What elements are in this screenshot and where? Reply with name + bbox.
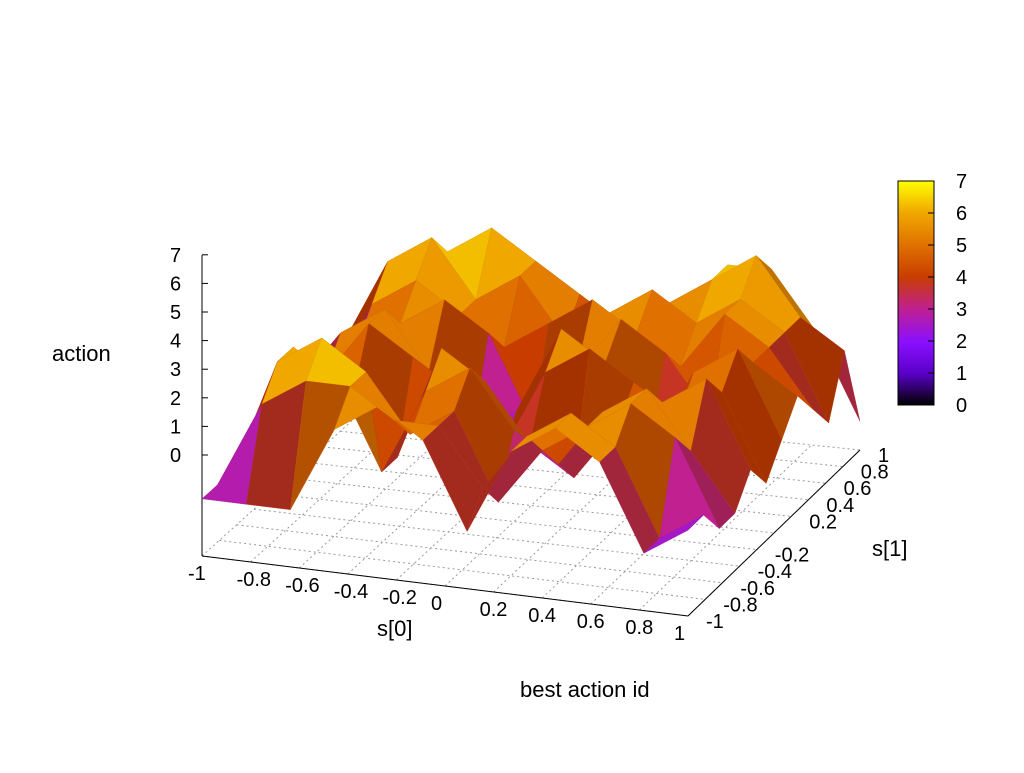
z-tick-label: 4 xyxy=(170,331,181,353)
surface xyxy=(201,227,861,554)
surface-patch xyxy=(643,514,704,554)
z-tick-label: 3 xyxy=(170,359,181,381)
y-tick-label: -0.6 xyxy=(740,578,774,600)
y-axis-line xyxy=(687,449,861,617)
y-tick-label: -0.8 xyxy=(723,594,757,616)
z-tick-label: 6 xyxy=(170,273,181,295)
z-tick-label: 1 xyxy=(170,416,181,438)
y-tick-label: 1 xyxy=(878,445,889,467)
y-axis-label: s[1] xyxy=(872,536,907,561)
x-tick-label: -0.6 xyxy=(285,575,319,597)
z-tick-label: 2 xyxy=(170,388,181,410)
y-tick-label: 0.8 xyxy=(861,462,889,484)
y-tick-label: 0.4 xyxy=(826,495,854,517)
x-tick-label: 0.8 xyxy=(625,617,653,639)
z-axis-label: action xyxy=(52,341,111,366)
x-tick-label: 0.2 xyxy=(480,599,508,621)
colorbar-tick-label: 4 xyxy=(956,267,967,289)
x-tick-label: 0.6 xyxy=(577,611,605,633)
x-tick-label: 1 xyxy=(674,623,685,645)
colorbar: 0 1 2 3 4 5 6 7 xyxy=(897,171,967,417)
colorbar-tick-label: 3 xyxy=(956,299,967,321)
colorbar-gradient xyxy=(897,180,935,406)
x-tick-label: -0.2 xyxy=(382,587,416,609)
colorbar-tick-label: 6 xyxy=(956,203,967,225)
grid-line-x xyxy=(250,404,424,563)
grid-line-y xyxy=(253,508,740,567)
y-tick-label: 0.6 xyxy=(844,478,872,500)
footer-label: best action id xyxy=(520,677,650,702)
grid-line-y xyxy=(236,524,723,584)
x-tick-label: 0.4 xyxy=(528,605,556,627)
colorbar-tick-label: 0 xyxy=(956,395,967,417)
z-tick-label: 5 xyxy=(170,302,181,324)
colorbar-ticks: 0 1 2 3 4 5 6 7 xyxy=(928,171,967,417)
x-axis-label: s[0] xyxy=(377,616,412,641)
x-tick-label: 0 xyxy=(431,593,442,615)
tick-labels: -1 -0.8 -0.6 -0.4 -0.2 0 0.2 0.4 0.6 0.8 1-1-0.8-0… xyxy=(170,245,889,645)
grid-line-y xyxy=(219,539,706,600)
y-tick-label: -1 xyxy=(706,611,724,633)
x-axis-line xyxy=(201,555,689,617)
colorbar-tick-label: 2 xyxy=(956,331,967,353)
grid-line-y xyxy=(271,493,757,551)
z-tick-label: 7 xyxy=(170,245,181,267)
y-tick-label: -0.2 xyxy=(775,545,809,567)
axes xyxy=(201,255,861,617)
colorbar-tick-label: 7 xyxy=(956,171,967,193)
y-tick-label: -0.4 xyxy=(758,561,792,583)
colorbar-tick-label: 1 xyxy=(956,363,967,385)
z-tick-label: 0 xyxy=(170,445,181,467)
y-tick-label: 0.2 xyxy=(809,511,837,533)
x-tick-label: -0.4 xyxy=(334,581,368,603)
grid-line-y xyxy=(288,477,775,534)
colorbar-tick-label: 5 xyxy=(956,235,967,257)
x-tick-label: -0.8 xyxy=(237,569,271,591)
x-tick-label: -1 xyxy=(188,563,206,585)
